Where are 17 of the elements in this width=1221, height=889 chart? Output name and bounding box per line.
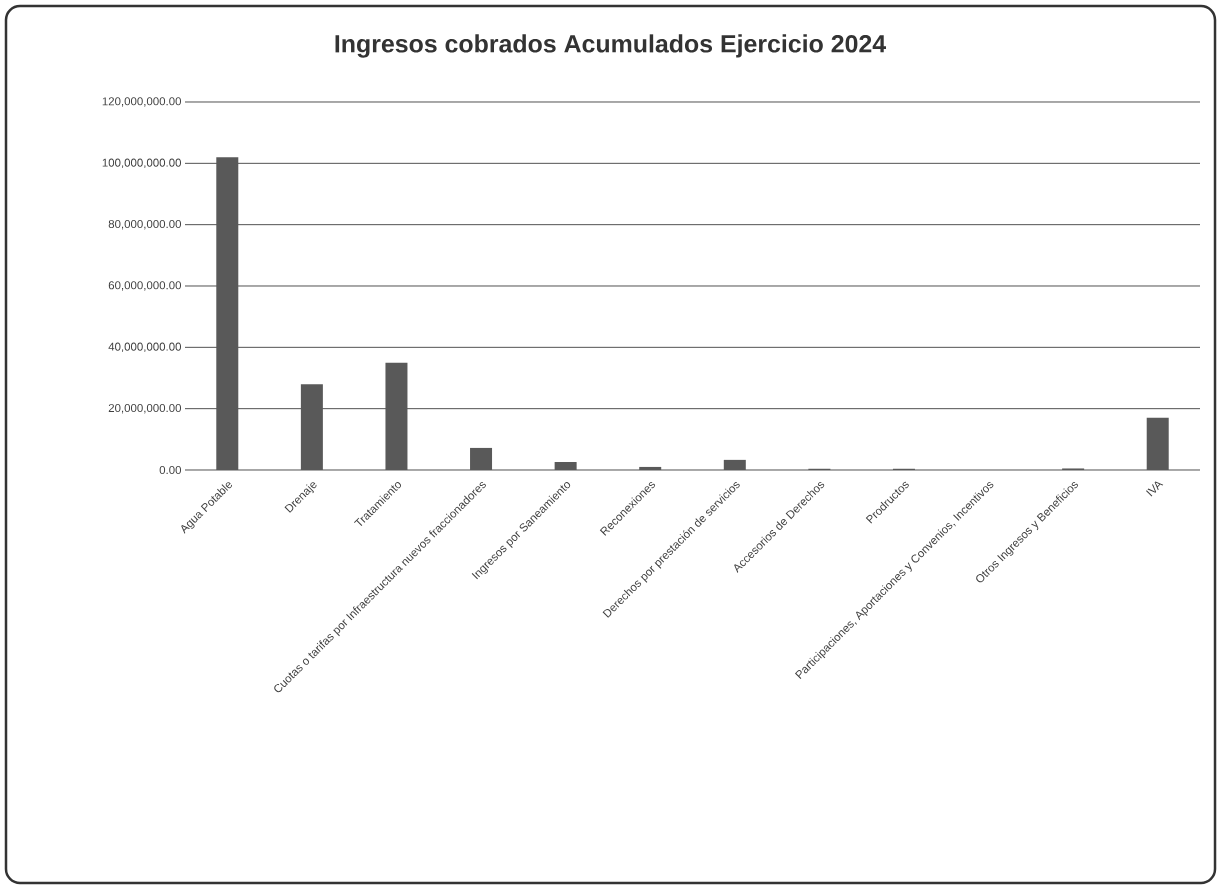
y-tick-label: 20,000,000.00 — [108, 403, 182, 414]
bar — [300, 384, 323, 470]
y-tick-label: 0.00 — [159, 465, 182, 475]
bar — [554, 462, 577, 470]
bar — [723, 459, 746, 470]
y-tick-label: 80,000,000.00 — [108, 219, 182, 230]
bar — [639, 466, 662, 470]
bar — [216, 157, 239, 470]
bar — [470, 447, 493, 470]
x-tick-label: IVA — [1146, 481, 1164, 497]
bar — [1146, 417, 1169, 470]
bar — [385, 362, 408, 470]
y-tick-label: 120,000,000.00 — [102, 97, 182, 107]
y-tick-label: 100,000,000.00 — [102, 158, 182, 169]
y-tick-label: 60,000,000.00 — [108, 281, 182, 291]
y-tick-label: 40,000,000.00 — [108, 342, 182, 353]
chart-title: Ingresos cobrados Acumulados Ejercicio 2024 — [335, 34, 886, 58]
